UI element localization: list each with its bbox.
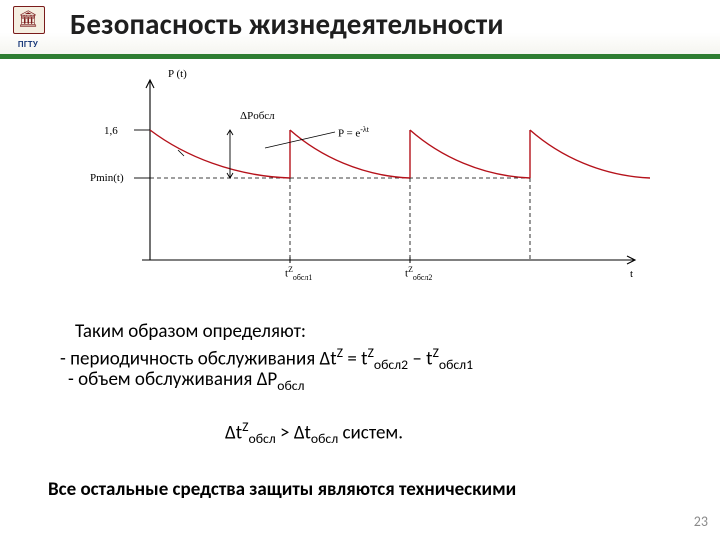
intro-line: Таким образом определяют: xyxy=(75,320,685,345)
curve-formula: P = e-λt xyxy=(338,125,369,140)
x-axis-label: t xyxy=(630,268,633,280)
reliability-chart: P (t) ΔPобсл 1,6 P = e-λt Pmin(t) tZобсл… xyxy=(90,70,650,300)
y-axis-label: P (t) xyxy=(168,68,187,80)
delta-p-label: ΔPобсл xyxy=(240,110,275,122)
inequality-line: ΔtZобсл > Δtобсл систем. xyxy=(225,418,720,448)
y-lower-label: Pmin(t) xyxy=(90,172,124,184)
logo-emblem-icon xyxy=(13,6,45,34)
header-divider xyxy=(0,54,720,59)
header: ПГТУ Безопасность жизнедеятельности xyxy=(0,0,720,54)
x-tick-1: tZобсл1 xyxy=(285,265,312,282)
chart-svg xyxy=(90,70,650,300)
page-title: Безопасность жизнедеятельности xyxy=(70,6,710,42)
y-upper-label: 1,6 xyxy=(104,125,118,137)
page-number: 23 xyxy=(694,513,708,530)
volume-line: - объем обслуживания ΔРобсл xyxy=(68,368,678,395)
footer-line: Все остальные средства защиты являются т… xyxy=(48,478,688,503)
logo-text: ПГТУ xyxy=(6,39,50,50)
x-tick-2: tZобсл2 xyxy=(405,265,432,282)
slide: ПГТУ Безопасность жизнедеятельности P (t… xyxy=(0,0,720,540)
logo: ПГТУ xyxy=(6,6,54,50)
